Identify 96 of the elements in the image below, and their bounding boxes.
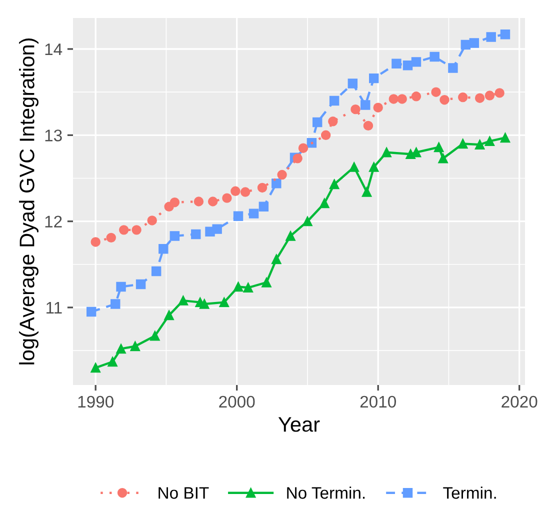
point xyxy=(320,198,330,208)
point xyxy=(298,143,308,153)
legend-label: No Termin. xyxy=(287,486,365,499)
point xyxy=(474,93,485,103)
point xyxy=(312,117,322,128)
point xyxy=(373,102,383,112)
point xyxy=(240,187,250,197)
point xyxy=(208,196,218,206)
point xyxy=(469,38,480,48)
point xyxy=(136,279,146,290)
point xyxy=(369,73,379,84)
point xyxy=(402,60,413,70)
point xyxy=(219,297,229,308)
point xyxy=(440,94,450,105)
point xyxy=(243,282,254,293)
point xyxy=(158,244,168,254)
point xyxy=(292,154,302,164)
y-tick-label: 14 xyxy=(45,44,62,56)
point xyxy=(170,198,180,208)
y-tick-label: 13 xyxy=(45,130,62,142)
point xyxy=(397,94,407,104)
y-axis-title: log(Average Dyad GVC Integration) xyxy=(19,38,38,364)
point xyxy=(106,232,116,243)
point xyxy=(494,88,504,98)
x-tick-label: 2010 xyxy=(360,396,396,408)
point xyxy=(178,296,188,306)
y-tick-label: 12 xyxy=(45,216,62,228)
point xyxy=(151,266,162,276)
point xyxy=(170,231,180,241)
point xyxy=(86,306,96,317)
point xyxy=(438,154,448,164)
point xyxy=(286,231,296,241)
point xyxy=(458,92,468,102)
point xyxy=(110,299,120,309)
point xyxy=(363,120,374,131)
point xyxy=(164,310,174,320)
legend-label: Termin. xyxy=(443,486,496,499)
point xyxy=(147,216,157,226)
point xyxy=(329,179,340,190)
point xyxy=(362,187,372,197)
x-tick-label: 2000 xyxy=(219,396,255,408)
point xyxy=(350,104,360,114)
point xyxy=(258,202,269,212)
point xyxy=(272,254,282,264)
point xyxy=(484,90,495,100)
point xyxy=(349,162,359,172)
point xyxy=(150,331,160,341)
point xyxy=(90,362,100,373)
point xyxy=(277,170,287,180)
point xyxy=(500,132,510,143)
point xyxy=(484,136,495,146)
point xyxy=(448,63,458,73)
x-tick-label: 2020 xyxy=(502,396,538,408)
point xyxy=(411,92,422,102)
point xyxy=(272,178,282,188)
point xyxy=(257,182,268,193)
point xyxy=(116,282,126,292)
point xyxy=(320,130,331,140)
x-axis-title: Year xyxy=(278,417,320,432)
point xyxy=(348,78,358,88)
point xyxy=(248,208,259,218)
point xyxy=(369,162,379,172)
point xyxy=(458,138,468,149)
point xyxy=(212,224,222,234)
point xyxy=(486,32,496,42)
point xyxy=(132,225,142,235)
point xyxy=(191,229,201,240)
point xyxy=(108,356,118,367)
point xyxy=(90,237,100,247)
point xyxy=(329,96,340,106)
point xyxy=(233,211,244,222)
point xyxy=(222,193,232,203)
point xyxy=(431,87,441,97)
legend-label: No BIT xyxy=(158,487,209,499)
point xyxy=(434,142,444,152)
x-tick-label: 1990 xyxy=(78,396,114,408)
point xyxy=(130,341,140,352)
point xyxy=(118,225,129,235)
point xyxy=(474,140,485,150)
point xyxy=(388,94,398,104)
point xyxy=(411,57,422,67)
point xyxy=(116,344,126,354)
point xyxy=(194,196,204,206)
point xyxy=(328,116,338,126)
point xyxy=(200,299,210,309)
point xyxy=(230,186,240,196)
point xyxy=(500,30,510,40)
point xyxy=(306,138,317,148)
point xyxy=(382,148,392,158)
point xyxy=(392,58,402,69)
point xyxy=(430,52,440,62)
point xyxy=(302,216,312,226)
point xyxy=(233,282,244,292)
y-tick-label: 11 xyxy=(46,302,62,314)
point xyxy=(360,100,370,110)
point xyxy=(262,278,272,288)
